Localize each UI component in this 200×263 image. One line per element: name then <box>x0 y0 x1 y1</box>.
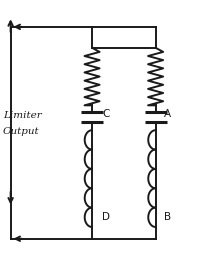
Text: Output: Output <box>3 127 39 136</box>
Text: C: C <box>102 109 109 119</box>
Text: A: A <box>164 109 171 119</box>
Text: Limiter: Limiter <box>3 111 41 120</box>
Text: B: B <box>164 211 171 221</box>
Text: D: D <box>102 211 110 221</box>
